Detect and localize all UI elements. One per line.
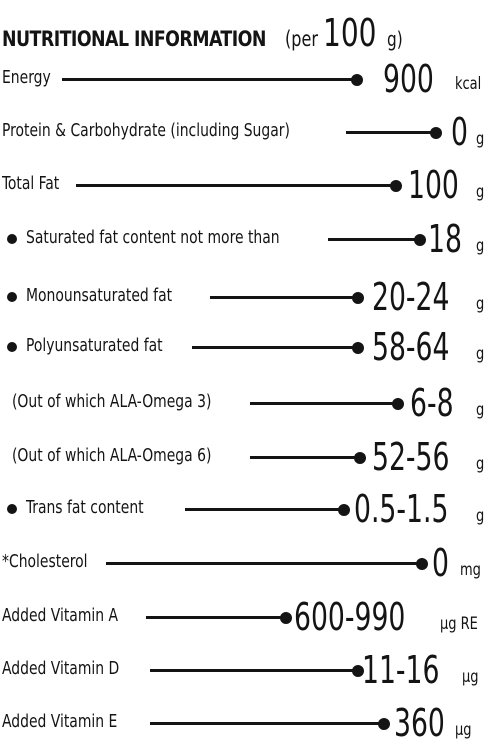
nutrient-row-protein-carbohydrate: Protein & Carbohydrate (including Sugar)… [0, 105, 488, 155]
leader-dot [352, 665, 364, 677]
leader-dot [354, 452, 366, 464]
leader-line [328, 238, 420, 241]
leader-line [150, 669, 360, 672]
leader-line [346, 131, 436, 134]
leader-dot [280, 612, 292, 624]
nutrient-label: Added Vitamin A [2, 605, 119, 626]
nutrient-row-vitamin-d: Added Vitamin D 11-16 µg [0, 643, 488, 693]
title-text: NUTRITIONAL INFORMATION [2, 27, 266, 51]
nutrient-label: (Out of which ALA-Omega 6) [12, 445, 212, 466]
nutrient-row-energy: Energy 900 kcal [0, 52, 488, 102]
nutrient-value: 20-24 [372, 275, 450, 319]
nutrient-unit: mg [460, 560, 481, 580]
nutrient-row-vitamin-a: Added Vitamin A 600-990 µg RE [0, 590, 488, 640]
leader-line [146, 616, 286, 619]
leader-line [210, 296, 360, 299]
nutrient-label: (Out of which ALA-Omega 3) [12, 391, 212, 412]
leader-dot [392, 398, 404, 410]
nutrient-unit: g [476, 294, 485, 314]
nutrient-unit: g [476, 129, 485, 149]
leader-line [62, 78, 356, 81]
leader-dot [352, 342, 364, 354]
nutrient-value: 0.5-1.5 [354, 487, 449, 531]
nutrient-row-polyunsaturated-fat: Polyunsaturated fat 58-64 g [0, 320, 488, 370]
bullet-icon [7, 342, 17, 352]
leader-line [185, 508, 345, 511]
nutrient-label: Saturated fat content not more than [26, 227, 280, 248]
leader-dot [352, 292, 364, 304]
leader-line [106, 562, 422, 565]
per-prefix: (per [285, 27, 319, 51]
leader-dot [378, 718, 390, 730]
bullet-icon [7, 292, 17, 302]
leader-line [192, 346, 360, 349]
per-unit: g) [386, 27, 403, 51]
leader-dot [351, 74, 363, 86]
nutrient-unit: g [476, 400, 485, 420]
leader-dot [416, 558, 428, 570]
page-title: NUTRITIONAL INFORMATION (per 100 g) [2, 14, 405, 52]
nutrient-value: 100 [408, 163, 459, 207]
leader-line [76, 184, 396, 187]
nutrient-value: 58-64 [372, 325, 450, 369]
nutrient-value: 0 [451, 110, 468, 154]
nutrient-value: 900 [383, 57, 434, 101]
nutrient-row-omega-6: (Out of which ALA-Omega 6) 52-56 g [0, 430, 488, 480]
nutrient-unit: g [476, 236, 485, 256]
nutrient-unit: g [476, 344, 485, 364]
nutrient-value: 6-8 [410, 381, 454, 425]
nutrient-label: Total Fat [2, 173, 60, 194]
bullet-icon [7, 234, 17, 244]
nutrient-label: Trans fat content [26, 497, 144, 518]
nutrient-value: 11-16 [362, 648, 440, 692]
leader-dot [414, 234, 426, 246]
nutrient-value: 600-990 [294, 595, 406, 639]
nutrient-label: Monounsaturated fat [26, 285, 173, 306]
leader-line [250, 402, 398, 405]
nutrient-row-vitamin-e: Added Vitamin E 360 µg [0, 696, 488, 746]
leader-dot [390, 180, 402, 192]
nutrient-value: 360 [394, 701, 445, 745]
leader-line [150, 722, 384, 725]
nutrient-value: 18 [428, 217, 462, 261]
per-amount: 100 [322, 11, 377, 55]
nutrient-row-total-fat: Total Fat 100 g [0, 158, 488, 208]
nutrient-row-trans-fat: Trans fat content 0.5-1.5 g [0, 482, 488, 532]
nutrient-row-monounsaturated-fat: Monounsaturated fat 20-24 g [0, 270, 488, 320]
nutrient-unit: g [476, 182, 485, 202]
nutrient-label: Protein & Carbohydrate (including Sugar) [2, 120, 290, 141]
nutrient-unit: g [476, 506, 485, 526]
nutrient-label: Polyunsaturated fat [26, 335, 163, 356]
nutrient-row-omega-3: (Out of which ALA-Omega 3) 6-8 g [0, 376, 488, 426]
nutrient-label: Added Vitamin D [2, 658, 120, 679]
nutrient-unit: µg [462, 667, 479, 687]
leader-dot [430, 127, 442, 139]
bullet-icon [7, 504, 17, 514]
nutrient-row-saturated-fat: Saturated fat content not more than 18 g [0, 212, 488, 262]
nutrient-label: *Cholesterol [2, 551, 88, 572]
nutrient-row-cholesterol: *Cholesterol 0 mg [0, 536, 488, 586]
nutrient-unit: µg [455, 720, 472, 740]
nutrient-label: Added Vitamin E [2, 711, 118, 732]
nutrient-unit: g [476, 454, 485, 474]
leader-dot [338, 504, 350, 516]
leader-line [250, 456, 362, 459]
nutrient-unit: kcal [455, 74, 482, 94]
nutrient-unit: µg RE [440, 614, 478, 634]
nutrient-value: 0 [432, 541, 449, 585]
nutrient-label: Energy [2, 67, 51, 88]
nutrient-value: 52-56 [372, 435, 450, 479]
